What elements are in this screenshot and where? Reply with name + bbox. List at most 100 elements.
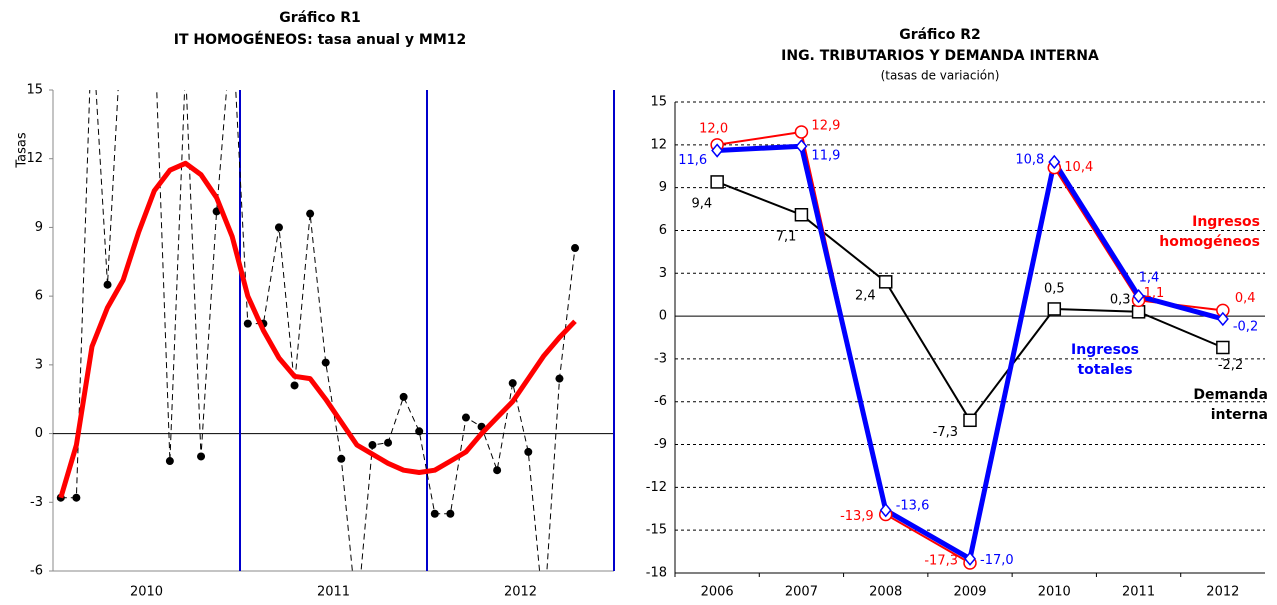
data-label: 10,4: [1064, 160, 1093, 175]
data-point: [181, 63, 189, 71]
data-label: 0,5: [1044, 281, 1065, 296]
x-tick-label: 2006: [701, 585, 734, 600]
data-label: -0,2: [1233, 319, 1258, 334]
x-tick-label: 2012: [1206, 585, 1239, 600]
data-point: [368, 441, 377, 450]
data-label: -17,0: [980, 553, 1014, 568]
y-tick-label: -6: [30, 564, 43, 579]
y-tick-label: -3: [654, 351, 667, 366]
y-tick-label: 6: [35, 289, 43, 304]
data-label: 0,4: [1235, 291, 1256, 306]
data-label: 11,9: [811, 149, 840, 164]
data-label: 12,9: [811, 118, 840, 133]
data-label: 9,4: [691, 196, 712, 211]
y-tick-label: -9: [654, 437, 667, 452]
data-point: [571, 244, 580, 253]
chart-note: (tasas de variación): [881, 69, 1000, 83]
data-point: [290, 381, 299, 390]
chart-subtitle: ING. TRIBUTARIOS Y DEMANDA INTERNA: [781, 48, 1099, 64]
data-label: 7,1: [776, 229, 797, 244]
y-tick-label: -12: [646, 480, 667, 495]
chart-subtitle: IT HOMOGÉNEOS: tasa anual y MM12: [174, 31, 467, 48]
x-group-label: 2010: [130, 585, 163, 600]
data-point: [1216, 340, 1230, 355]
data-point: [88, 17, 96, 25]
chart-title: Gráfico R2: [899, 27, 981, 43]
data-label: -7,3: [933, 425, 958, 440]
y-tick-label: 12: [26, 151, 43, 166]
data-point: [1048, 154, 1061, 170]
x-tick-label: 2011: [1122, 585, 1155, 600]
data-point: [1132, 288, 1145, 304]
data-point: [493, 466, 502, 475]
legend-label: Demanda interna: [1193, 387, 1268, 423]
data-point: [794, 125, 809, 139]
x-tick-label: 2007: [785, 585, 818, 600]
data-point: [879, 503, 892, 518]
series-line: [60, 90, 576, 571]
data-label: 1,4: [1139, 271, 1160, 286]
data-label: 1,1: [1144, 286, 1165, 301]
y-tick-label: -18: [646, 566, 667, 581]
data-point: [508, 379, 517, 388]
x-tick-label: 2010: [1038, 585, 1071, 600]
legend-label: Ingresos totales: [1071, 342, 1139, 378]
data-label: 0,3: [1110, 292, 1131, 307]
data-point: [399, 392, 408, 401]
data-point: [165, 457, 174, 466]
data-point: [430, 509, 439, 518]
data-point: [555, 374, 564, 383]
x-group-label: 2012: [504, 585, 537, 600]
data-point: [72, 493, 81, 502]
data-point: [461, 413, 470, 422]
data-point: [524, 447, 533, 456]
y-tick-label: 6: [659, 223, 667, 238]
y-tick-label: 12: [650, 137, 667, 152]
y-tick-label: 9: [35, 220, 43, 235]
data-point: [711, 143, 724, 158]
data-label: 2,4: [855, 288, 876, 303]
data-point: [963, 413, 977, 428]
data-label: 10,8: [1015, 152, 1044, 167]
legend-label: Ingresos homogéneos: [1159, 214, 1260, 250]
data-label: -2,2: [1218, 358, 1243, 373]
y-tick-label: 9: [659, 180, 667, 195]
data-point: [306, 209, 315, 218]
data-point: [274, 223, 283, 232]
data-label: 12,0: [699, 121, 728, 136]
y-tick-label: 3: [659, 266, 667, 281]
data-label: -13,6: [896, 499, 930, 514]
data-label: -13,9: [840, 509, 874, 524]
data-point: [1216, 311, 1229, 327]
data-point: [119, 0, 127, 2]
data-point: [103, 280, 112, 289]
data-label: -17,3: [924, 554, 958, 569]
data-point: [710, 175, 724, 189]
data-point: [243, 319, 252, 328]
data-point: [964, 551, 976, 566]
x-tick-label: 2009: [953, 585, 986, 600]
y-axis-label: Tasas: [15, 132, 30, 168]
y-tick-label: 0: [659, 309, 667, 324]
chart-title: Gráfico R1: [279, 10, 361, 26]
data-point: [415, 427, 424, 436]
y-tick-label: 15: [26, 83, 43, 98]
data-point: [1131, 305, 1146, 319]
plot-area: [56, 0, 580, 571]
x-group-label: 2011: [317, 585, 350, 600]
series-line: [58, 160, 577, 499]
x-tick-label: 2008: [869, 585, 902, 600]
data-label: 11,6: [678, 153, 707, 168]
data-point: [337, 454, 346, 463]
data-point: [228, 17, 236, 25]
y-tick-label: -6: [654, 394, 667, 409]
data-point: [795, 139, 808, 154]
data-point: [1047, 302, 1062, 316]
y-tick-label: 3: [35, 357, 43, 372]
data-point: [384, 438, 393, 447]
data-point: [197, 452, 206, 461]
y-tick-label: -15: [646, 523, 667, 538]
data-point: [321, 358, 330, 367]
data-point: [446, 509, 455, 518]
